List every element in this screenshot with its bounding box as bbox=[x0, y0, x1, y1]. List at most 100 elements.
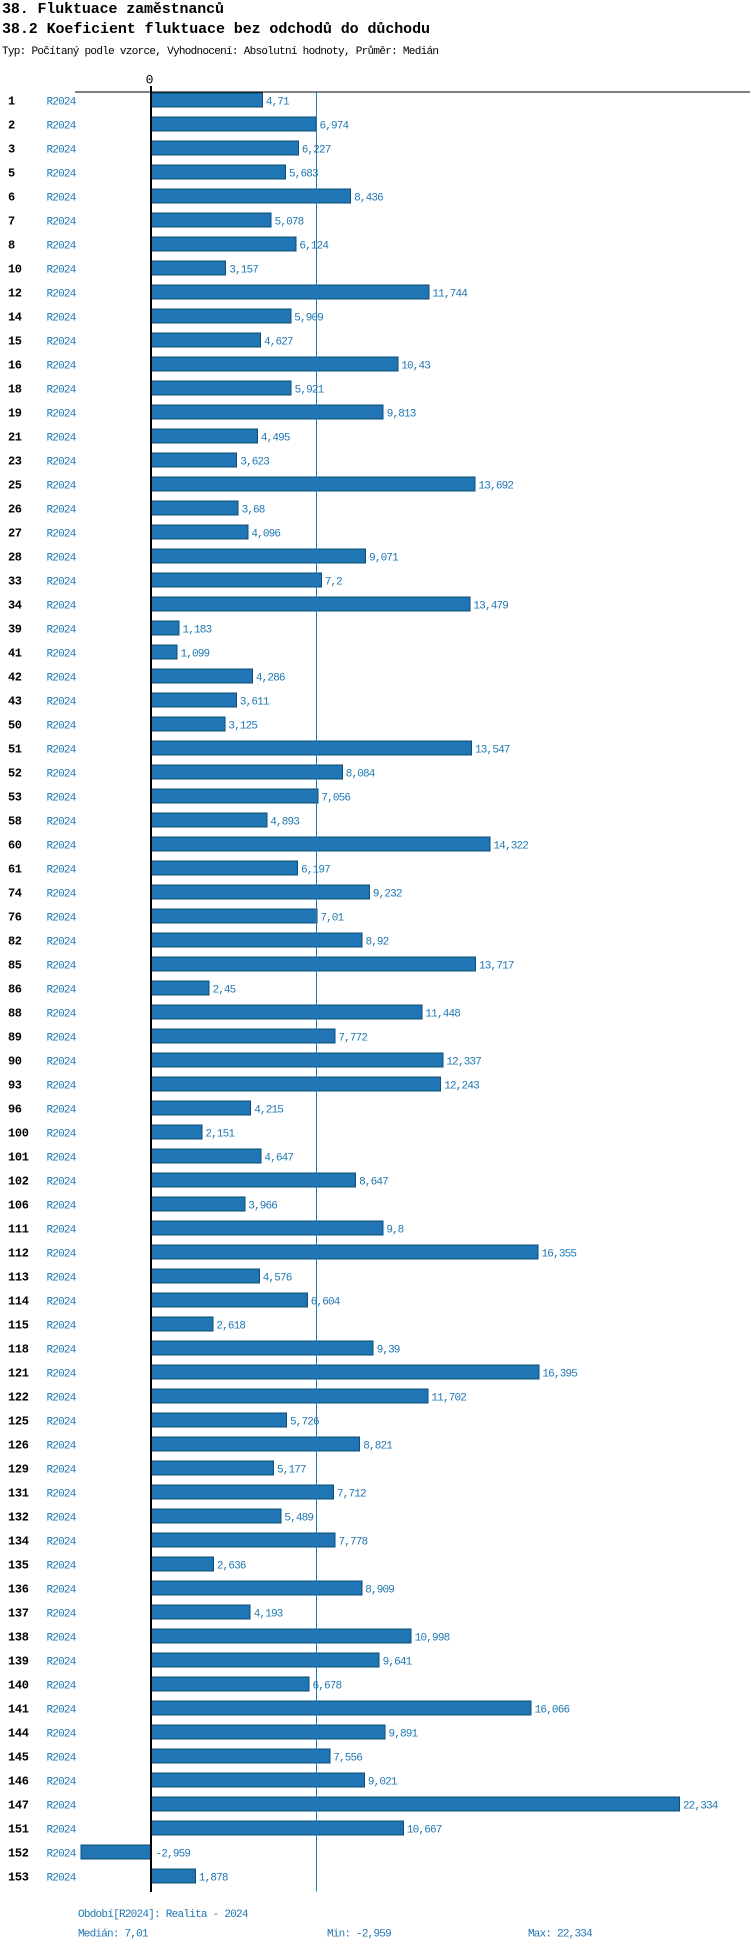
svg-text:R2024: R2024 bbox=[47, 961, 77, 973]
svg-text:53: 53 bbox=[8, 791, 22, 805]
svg-text:19: 19 bbox=[8, 407, 22, 421]
svg-text:90: 90 bbox=[8, 1055, 22, 1069]
svg-text:R2024: R2024 bbox=[47, 865, 77, 877]
svg-text:2,618: 2,618 bbox=[216, 1321, 246, 1333]
svg-text:R2024: R2024 bbox=[47, 241, 77, 253]
svg-text:R2024: R2024 bbox=[47, 97, 77, 109]
svg-text:R2024: R2024 bbox=[47, 481, 77, 493]
svg-text:3,611: 3,611 bbox=[240, 697, 270, 709]
svg-text:R2024: R2024 bbox=[47, 1153, 77, 1165]
svg-text:11,744: 11,744 bbox=[432, 289, 468, 301]
svg-text:1,099: 1,099 bbox=[181, 649, 211, 661]
svg-text:26: 26 bbox=[8, 503, 22, 517]
svg-text:121: 121 bbox=[8, 1367, 29, 1381]
svg-text:R2024: R2024 bbox=[47, 361, 77, 373]
svg-text:R2024: R2024 bbox=[47, 385, 77, 397]
svg-text:27: 27 bbox=[8, 527, 22, 541]
svg-text:125: 125 bbox=[8, 1415, 29, 1429]
svg-text:R2024: R2024 bbox=[47, 1393, 77, 1405]
svg-text:7,056: 7,056 bbox=[321, 793, 351, 805]
svg-text:135: 135 bbox=[8, 1559, 29, 1573]
svg-text:R2024: R2024 bbox=[47, 1105, 77, 1117]
svg-text:4,576: 4,576 bbox=[263, 1273, 293, 1285]
svg-text:7,2: 7,2 bbox=[325, 577, 343, 589]
svg-text:R2024: R2024 bbox=[47, 793, 77, 805]
svg-text:4,096: 4,096 bbox=[251, 529, 281, 541]
svg-text:R2024: R2024 bbox=[47, 1033, 77, 1045]
svg-text:R2024: R2024 bbox=[47, 721, 77, 733]
svg-text:Období[R2024]: Realita - 2024: Období[R2024]: Realita - 2024 bbox=[78, 1909, 249, 1921]
svg-text:R2024: R2024 bbox=[47, 697, 77, 709]
svg-text:126: 126 bbox=[8, 1439, 29, 1453]
svg-text:3,623: 3,623 bbox=[240, 457, 270, 469]
svg-text:7: 7 bbox=[8, 215, 15, 229]
svg-text:R2024: R2024 bbox=[47, 841, 77, 853]
svg-text:15: 15 bbox=[8, 335, 22, 349]
svg-text:2,151: 2,151 bbox=[205, 1129, 235, 1141]
svg-text:122: 122 bbox=[8, 1391, 29, 1405]
svg-text:5,921: 5,921 bbox=[295, 385, 325, 397]
svg-text:131: 131 bbox=[8, 1487, 29, 1501]
svg-text:10: 10 bbox=[8, 263, 22, 277]
svg-text:Typ: Počítaný podle vzorce, Vy: Typ: Počítaný podle vzorce, Vyhodnocení:… bbox=[2, 45, 439, 58]
svg-text:4,495: 4,495 bbox=[261, 433, 291, 445]
svg-text:58: 58 bbox=[8, 815, 22, 829]
svg-text:89: 89 bbox=[8, 1031, 22, 1045]
svg-text:R2024: R2024 bbox=[47, 1489, 77, 1501]
svg-text:R2024: R2024 bbox=[47, 1705, 77, 1717]
svg-text:115: 115 bbox=[8, 1319, 29, 1333]
svg-text:6,678: 6,678 bbox=[313, 1681, 343, 1693]
svg-text:8,92: 8,92 bbox=[366, 937, 390, 949]
svg-text:136: 136 bbox=[8, 1583, 29, 1597]
svg-text:7,778: 7,778 bbox=[339, 1537, 369, 1549]
svg-text:34: 34 bbox=[8, 599, 22, 613]
svg-text:138: 138 bbox=[8, 1631, 29, 1645]
svg-text:5,078: 5,078 bbox=[275, 217, 305, 229]
svg-text:13,547: 13,547 bbox=[475, 745, 511, 757]
svg-text:82: 82 bbox=[8, 935, 22, 949]
svg-text:R2024: R2024 bbox=[47, 1321, 77, 1333]
svg-text:1: 1 bbox=[8, 95, 15, 109]
svg-text:5,683: 5,683 bbox=[289, 169, 319, 181]
svg-text:R2024: R2024 bbox=[47, 1801, 77, 1813]
svg-text:28: 28 bbox=[8, 551, 22, 565]
svg-text:76: 76 bbox=[8, 911, 22, 925]
svg-text:Max: 22,334: Max: 22,334 bbox=[528, 1929, 593, 1941]
svg-text:R2024: R2024 bbox=[47, 433, 77, 445]
svg-text:R2024: R2024 bbox=[47, 817, 77, 829]
svg-text:12,337: 12,337 bbox=[446, 1057, 482, 1069]
svg-text:9,8: 9,8 bbox=[386, 1225, 404, 1237]
svg-text:152: 152 bbox=[8, 1847, 29, 1861]
svg-text:151: 151 bbox=[8, 1823, 29, 1837]
svg-text:39: 39 bbox=[8, 623, 22, 637]
svg-text:R2024: R2024 bbox=[47, 1681, 77, 1693]
svg-text:144: 144 bbox=[8, 1727, 29, 1741]
svg-text:R2024: R2024 bbox=[47, 601, 77, 613]
svg-text:102: 102 bbox=[8, 1175, 29, 1189]
svg-text:41: 41 bbox=[8, 647, 22, 661]
svg-text:R2024: R2024 bbox=[47, 1297, 77, 1309]
svg-text:22,334: 22,334 bbox=[683, 1801, 719, 1813]
svg-text:R2024: R2024 bbox=[47, 145, 77, 157]
svg-text:R2024: R2024 bbox=[47, 265, 77, 277]
svg-text:R2024: R2024 bbox=[47, 193, 77, 205]
svg-text:R2024: R2024 bbox=[47, 1201, 77, 1213]
svg-text:6,124: 6,124 bbox=[299, 241, 329, 253]
svg-text:R2024: R2024 bbox=[47, 1417, 77, 1429]
svg-text:9,641: 9,641 bbox=[383, 1657, 413, 1669]
svg-text:18: 18 bbox=[8, 383, 22, 397]
svg-text:74: 74 bbox=[8, 887, 22, 901]
svg-text:R2024: R2024 bbox=[47, 1633, 77, 1645]
svg-text:3,125: 3,125 bbox=[228, 721, 258, 733]
svg-text:R2024: R2024 bbox=[47, 1441, 77, 1453]
svg-text:114: 114 bbox=[8, 1295, 29, 1309]
svg-text:14,322: 14,322 bbox=[493, 841, 529, 853]
svg-text:R2024: R2024 bbox=[47, 1345, 77, 1357]
svg-text:R2024: R2024 bbox=[47, 553, 77, 565]
svg-text:38. Fluktuace zaměstnanců: 38. Fluktuace zaměstnanců bbox=[2, 1, 224, 18]
svg-text:93: 93 bbox=[8, 1079, 22, 1093]
svg-text:R2024: R2024 bbox=[47, 1129, 77, 1141]
svg-text:3,157: 3,157 bbox=[229, 265, 259, 277]
svg-text:101: 101 bbox=[8, 1151, 29, 1165]
svg-text:85: 85 bbox=[8, 959, 22, 973]
